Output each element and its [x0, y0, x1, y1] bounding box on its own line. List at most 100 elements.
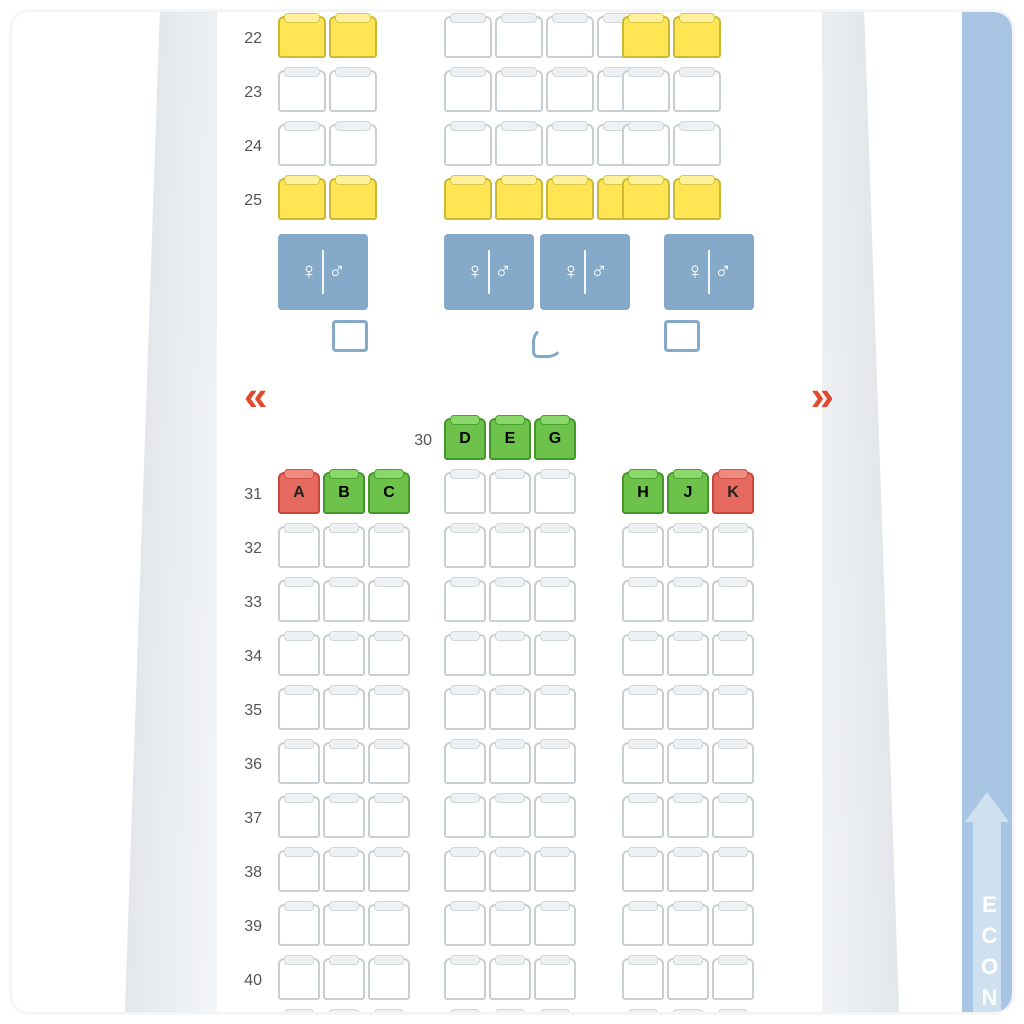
- seat[interactable]: [712, 904, 754, 946]
- seat[interactable]: [323, 850, 365, 892]
- seat[interactable]: [329, 178, 377, 220]
- seat[interactable]: [667, 904, 709, 946]
- seat[interactable]: [368, 742, 410, 784]
- seat[interactable]: [444, 16, 492, 58]
- seat[interactable]: [489, 742, 531, 784]
- seat[interactable]: [622, 796, 664, 838]
- seat[interactable]: [534, 526, 576, 568]
- seat[interactable]: [534, 904, 576, 946]
- seat[interactable]: [546, 16, 594, 58]
- seat[interactable]: [278, 850, 320, 892]
- seat[interactable]: [622, 958, 664, 1000]
- seat[interactable]: [278, 16, 326, 58]
- seat[interactable]: [444, 124, 492, 166]
- seat[interactable]: [444, 850, 486, 892]
- seat[interactable]: [546, 178, 594, 220]
- seat[interactable]: [534, 472, 576, 514]
- seat[interactable]: [368, 850, 410, 892]
- seat[interactable]: [368, 958, 410, 1000]
- seat[interactable]: [673, 124, 721, 166]
- seat[interactable]: [368, 526, 410, 568]
- seat[interactable]: [622, 742, 664, 784]
- seat[interactable]: [622, 70, 670, 112]
- seat[interactable]: J: [667, 472, 709, 514]
- seat[interactable]: [667, 742, 709, 784]
- seat[interactable]: H: [622, 472, 664, 514]
- seat[interactable]: [278, 634, 320, 676]
- seat[interactable]: A: [278, 472, 320, 514]
- seat[interactable]: [368, 904, 410, 946]
- seat[interactable]: [673, 178, 721, 220]
- seat[interactable]: [278, 178, 326, 220]
- seat[interactable]: D: [444, 418, 486, 460]
- seat[interactable]: [489, 580, 531, 622]
- seat[interactable]: [323, 742, 365, 784]
- seat[interactable]: [712, 796, 754, 838]
- seat[interactable]: [278, 958, 320, 1000]
- seat[interactable]: [712, 850, 754, 892]
- seat[interactable]: [368, 634, 410, 676]
- seat[interactable]: [495, 178, 543, 220]
- seat[interactable]: [329, 124, 377, 166]
- seat[interactable]: [368, 796, 410, 838]
- seat[interactable]: [673, 70, 721, 112]
- seat[interactable]: [444, 796, 486, 838]
- seat[interactable]: [534, 742, 576, 784]
- seat[interactable]: [368, 688, 410, 730]
- seat[interactable]: [278, 124, 326, 166]
- seat[interactable]: [323, 796, 365, 838]
- seat[interactable]: [278, 904, 320, 946]
- seat[interactable]: [278, 796, 320, 838]
- seat[interactable]: [546, 124, 594, 166]
- seat[interactable]: [495, 124, 543, 166]
- seat[interactable]: [489, 634, 531, 676]
- seat[interactable]: [323, 526, 365, 568]
- seat[interactable]: [667, 796, 709, 838]
- seat[interactable]: C: [368, 472, 410, 514]
- seat[interactable]: [622, 850, 664, 892]
- seat[interactable]: [329, 16, 377, 58]
- seat[interactable]: B: [323, 472, 365, 514]
- seat[interactable]: [534, 580, 576, 622]
- seat[interactable]: [444, 742, 486, 784]
- seat[interactable]: [667, 526, 709, 568]
- seat[interactable]: G: [534, 418, 576, 460]
- seat[interactable]: [667, 850, 709, 892]
- seat[interactable]: [667, 688, 709, 730]
- seat[interactable]: [444, 904, 486, 946]
- seat[interactable]: [622, 904, 664, 946]
- seat[interactable]: [489, 904, 531, 946]
- seat[interactable]: [489, 688, 531, 730]
- seat[interactable]: [323, 904, 365, 946]
- seat[interactable]: [622, 124, 670, 166]
- seat[interactable]: [323, 958, 365, 1000]
- seat[interactable]: [622, 16, 670, 58]
- seat[interactable]: [712, 634, 754, 676]
- seat[interactable]: K: [712, 472, 754, 514]
- seat[interactable]: E: [489, 418, 531, 460]
- seat[interactable]: [278, 688, 320, 730]
- seat[interactable]: [495, 16, 543, 58]
- seat[interactable]: [278, 70, 326, 112]
- seat[interactable]: [444, 70, 492, 112]
- seat[interactable]: [712, 580, 754, 622]
- seat[interactable]: [444, 472, 486, 514]
- seat[interactable]: [534, 958, 576, 1000]
- seat[interactable]: [534, 634, 576, 676]
- seat[interactable]: [712, 958, 754, 1000]
- seat[interactable]: [534, 850, 576, 892]
- seat[interactable]: [534, 688, 576, 730]
- seat[interactable]: [673, 16, 721, 58]
- seat[interactable]: [667, 958, 709, 1000]
- seat[interactable]: [546, 70, 594, 112]
- seat[interactable]: [329, 70, 377, 112]
- seat[interactable]: [489, 796, 531, 838]
- seat[interactable]: [489, 958, 531, 1000]
- seat[interactable]: [622, 580, 664, 622]
- seat[interactable]: [278, 580, 320, 622]
- seat[interactable]: [323, 634, 365, 676]
- seat[interactable]: [368, 580, 410, 622]
- seat[interactable]: [622, 634, 664, 676]
- seat[interactable]: [495, 70, 543, 112]
- seat[interactable]: [489, 850, 531, 892]
